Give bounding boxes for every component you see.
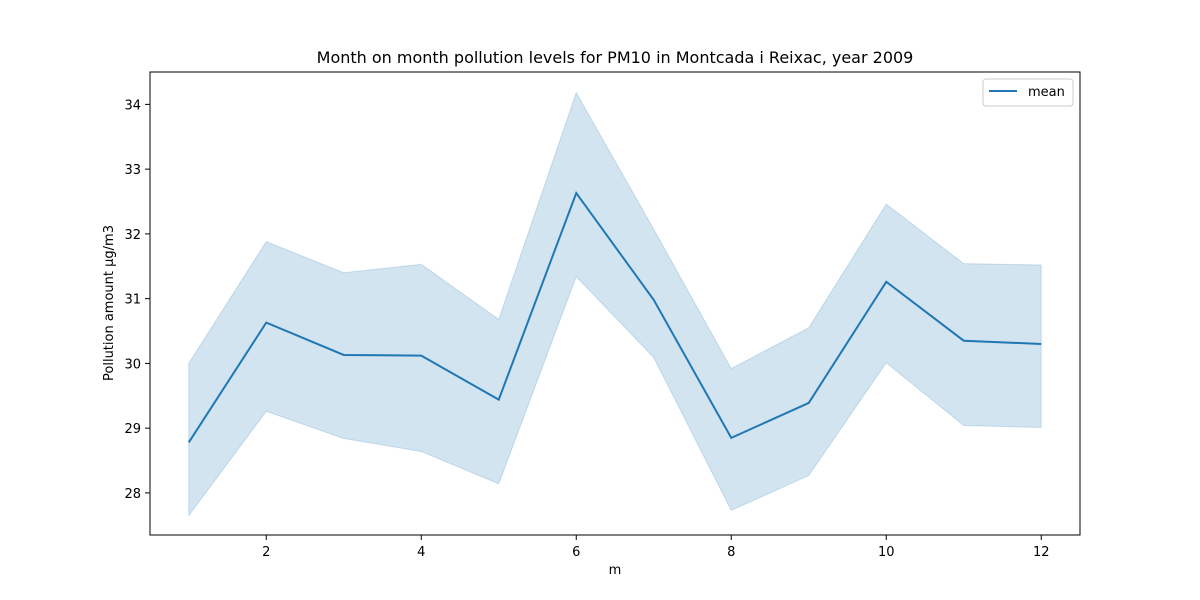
x-axis-label: m <box>609 563 622 578</box>
plot-frame <box>149 71 1081 536</box>
x-axis-ticks: 2 4 6 8 10 12 <box>262 535 1050 560</box>
x-tick-label: 4 <box>417 545 425 560</box>
y-axis-ticks: 28 29 30 31 32 33 34 <box>124 98 150 502</box>
x-tick-label: 12 <box>1033 545 1050 560</box>
legend: mean <box>982 78 1074 107</box>
confidence-band <box>188 91 1042 518</box>
x-tick-label: 6 <box>572 545 580 560</box>
x-tick-label: 8 <box>727 545 735 560</box>
y-tick-label: 31 <box>124 293 141 308</box>
y-tick-label: 30 <box>124 357 141 372</box>
plot-area <box>187 91 1042 518</box>
chart-title: Month on month pollution levels for PM10… <box>317 48 914 67</box>
y-tick-label: 28 <box>124 487 141 502</box>
x-tick-label: 2 <box>262 545 270 560</box>
y-axis-label: Pollution amount μg/m3 <box>102 225 117 381</box>
x-tick-label: 10 <box>878 545 895 560</box>
series-line-mean <box>187 190 1042 443</box>
y-tick-label: 33 <box>124 163 141 178</box>
legend-box <box>982 78 1074 107</box>
legend-label-mean: mean <box>1028 85 1065 100</box>
y-tick-label: 32 <box>124 228 141 243</box>
y-tick-label: 29 <box>124 422 141 437</box>
y-tick-label: 34 <box>124 98 141 113</box>
